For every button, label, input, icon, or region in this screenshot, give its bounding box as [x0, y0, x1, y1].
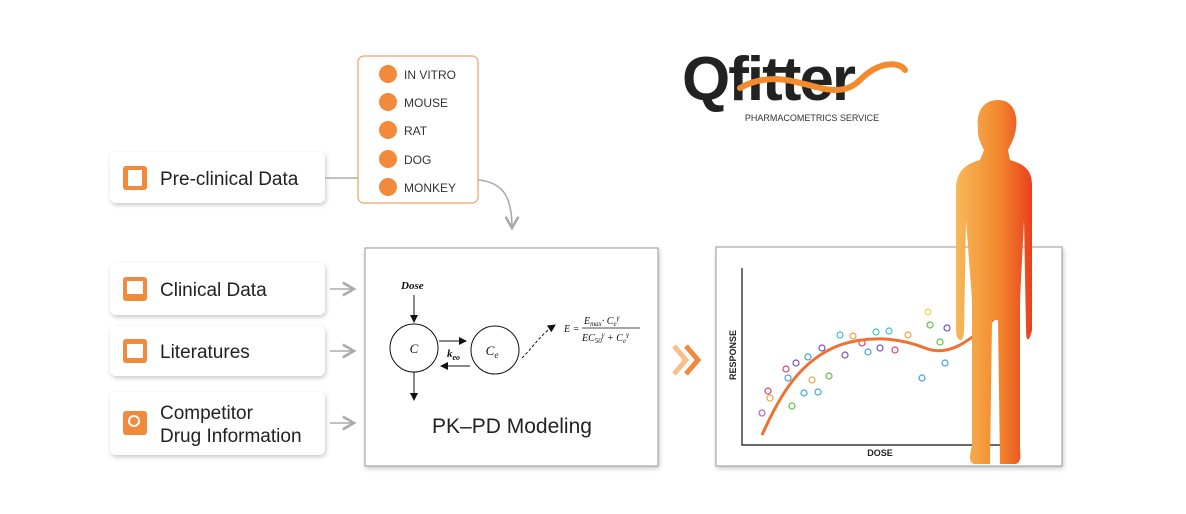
- icon: [123, 411, 147, 435]
- logo: Qfitter PHARMACOMETRICS SERVICE: [682, 45, 908, 123]
- icon-glyph: [127, 281, 143, 294]
- central-label: C: [410, 341, 419, 356]
- icon-glyph: [128, 170, 142, 186]
- source-label: Competitor: [160, 403, 254, 424]
- point: [766, 394, 774, 402]
- species-icon: [379, 178, 397, 196]
- icon-glyph: [128, 415, 140, 427]
- human-silhouette: [956, 100, 1032, 464]
- trend-curve: [760, 316, 996, 436]
- point: [904, 331, 912, 339]
- source-boxes: Pre-clinical Data Clinical Data Literatu…: [110, 152, 325, 455]
- eq: γ: [617, 314, 620, 322]
- species-icon: [379, 93, 397, 111]
- eq: e: [613, 320, 616, 328]
- source-box: [110, 263, 325, 315]
- eq: γ: [602, 331, 605, 339]
- point: [764, 387, 772, 395]
- arrow: [521, 324, 556, 359]
- chevrons: [672, 344, 702, 376]
- point: [864, 348, 872, 356]
- point: [924, 308, 932, 316]
- point: [784, 374, 792, 382]
- species-label: MONKEY: [404, 181, 456, 195]
- chevron: [672, 344, 690, 376]
- dose-label: Dose: [400, 280, 424, 292]
- point: [876, 344, 884, 352]
- effect-label: Ce: [486, 343, 499, 360]
- species-icon: [379, 65, 397, 83]
- chevron: [684, 344, 702, 376]
- eq: e: [623, 337, 626, 345]
- rate-sub: eo: [453, 353, 461, 362]
- point: [800, 389, 808, 397]
- eq: E: [583, 316, 590, 327]
- point: [836, 331, 844, 339]
- icon-glyph: [127, 344, 143, 358]
- effect-sub: e: [494, 350, 498, 360]
- species-label: MOUSE: [404, 96, 448, 110]
- species-box: IN VITRO MOUSE RAT DOG MONKEY: [357, 55, 479, 204]
- eq: max: [590, 320, 603, 328]
- source-label: Literatures: [160, 342, 250, 363]
- effect: C: [486, 343, 495, 358]
- scatter-points: [758, 308, 951, 417]
- point: [841, 351, 849, 359]
- point: [804, 353, 812, 361]
- model-box: Dose C Ce keo E = Emax· Ceγ EC50γ + Ceγ …: [364, 247, 659, 467]
- equation-lhs: E =: [563, 324, 579, 335]
- source-label: Clinical Data: [160, 280, 267, 301]
- point: [849, 332, 857, 340]
- point: [943, 324, 951, 332]
- species-label: DOG: [404, 153, 431, 167]
- species-label: IN VITRO: [404, 68, 456, 82]
- species-icon: [379, 121, 397, 139]
- arrow: [477, 179, 520, 231]
- point: [926, 321, 934, 329]
- point: [918, 374, 926, 382]
- point: [782, 365, 790, 373]
- equation-num: Emax· Ceγ: [583, 314, 620, 328]
- model-title: PK–PD Modeling: [432, 415, 592, 438]
- y-axis-label: RESPONSE: [728, 330, 738, 380]
- arrows: [325, 177, 520, 431]
- axes: [741, 268, 1020, 446]
- eq: 50: [595, 337, 603, 345]
- species-icon: [379, 150, 397, 168]
- eq: EC: [581, 333, 595, 344]
- source-box: [110, 326, 325, 376]
- point: [941, 359, 949, 367]
- eq: + C: [605, 333, 624, 344]
- eq: · C: [602, 316, 614, 327]
- point: [814, 388, 822, 396]
- compartment: [470, 325, 520, 375]
- equation-den: EC50γ + Ceγ: [581, 331, 629, 345]
- point: [885, 327, 893, 335]
- source-box: [110, 152, 325, 203]
- point: [792, 359, 800, 367]
- source-label: Pre-clinical Data: [160, 169, 299, 190]
- point: [891, 346, 899, 354]
- rate: k: [447, 348, 453, 360]
- point: [872, 328, 880, 336]
- eq: γ: [626, 331, 629, 339]
- point: [788, 402, 796, 410]
- x-axis-label: DOSE: [867, 448, 893, 458]
- source-label: Drug Information: [160, 426, 302, 447]
- rate-label: keo: [447, 348, 460, 362]
- point: [936, 338, 944, 346]
- point: [825, 372, 833, 380]
- source-box: [110, 392, 325, 455]
- point: [758, 409, 766, 417]
- point: [808, 376, 816, 384]
- logo-swoosh: [737, 61, 908, 93]
- point: [818, 344, 826, 352]
- logo-tagline: PHARMACOMETRICS SERVICE: [745, 113, 879, 123]
- species-label: RAT: [404, 124, 428, 138]
